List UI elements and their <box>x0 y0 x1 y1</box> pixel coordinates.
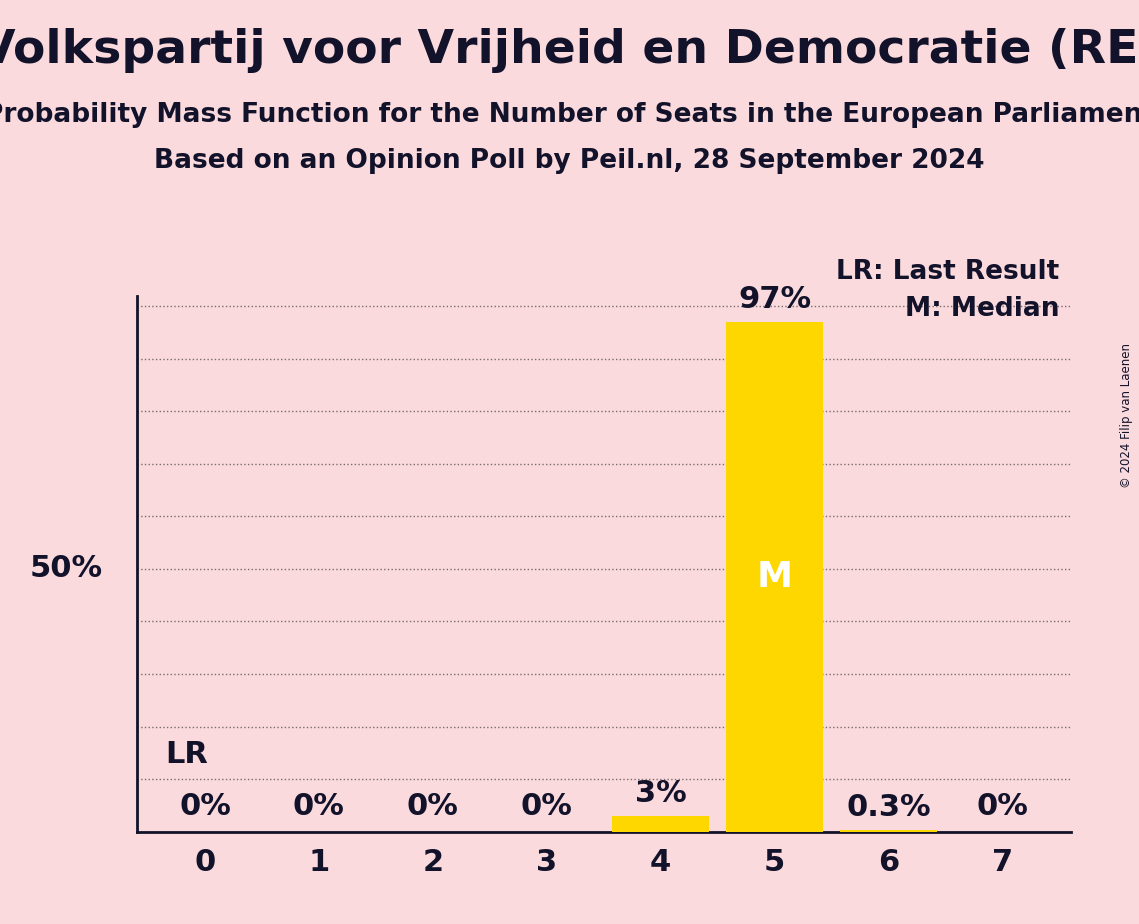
Bar <box>727 322 822 832</box>
Bar <box>839 830 936 832</box>
Text: 3%: 3% <box>634 779 687 808</box>
Text: LR: LR <box>165 739 208 769</box>
Text: Probability Mass Function for the Number of Seats in the European Parliament: Probability Mass Function for the Number… <box>0 102 1139 128</box>
Text: 0%: 0% <box>293 792 345 821</box>
Text: © 2024 Filip van Laenen: © 2024 Filip van Laenen <box>1121 344 1133 488</box>
Text: LR: Last Result: LR: Last Result <box>836 259 1059 285</box>
Text: Volkspartij voor Vrijheid en Democratie (RE): Volkspartij voor Vrijheid en Democratie … <box>0 28 1139 73</box>
Text: M: Median: M: Median <box>904 296 1059 322</box>
Text: 0%: 0% <box>521 792 573 821</box>
Text: 0%: 0% <box>976 792 1029 821</box>
Text: 0.3%: 0.3% <box>846 793 931 822</box>
Text: M: M <box>756 560 793 594</box>
Text: 50%: 50% <box>30 553 103 583</box>
Text: 0%: 0% <box>407 792 459 821</box>
Text: 97%: 97% <box>738 286 811 314</box>
Text: 0%: 0% <box>179 792 231 821</box>
Bar <box>613 816 708 832</box>
Text: Based on an Opinion Poll by Peil.nl, 28 September 2024: Based on an Opinion Poll by Peil.nl, 28 … <box>154 148 985 174</box>
